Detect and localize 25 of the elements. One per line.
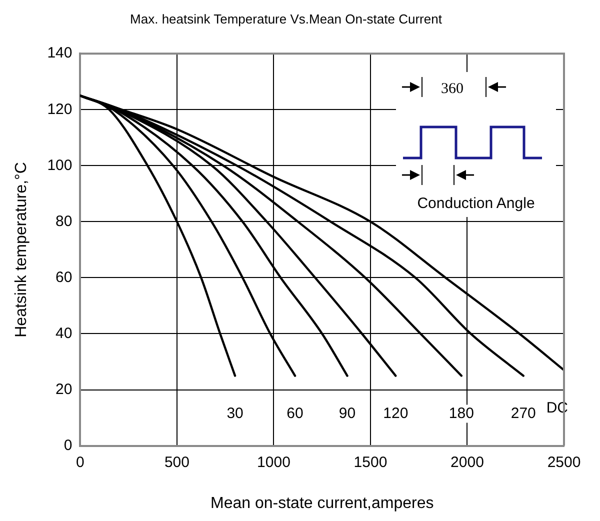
annotation: 360 [441,81,464,97]
text: 90 [338,404,356,422]
y-axis-title: Heatsink temperature,°C [13,162,30,338]
y-tick-label: 20 [56,380,72,398]
x-tick-label: 500 [164,454,190,471]
x-tick-label: 1000 [257,454,290,471]
y-tick-label: 120 [47,100,72,118]
chart-title: Max. heatsink Temperature Vs.Mean On-state Current [130,11,442,26]
x-tick-label: 2000 [450,454,484,471]
text: 60 [286,404,304,422]
x-axis-title: Mean on-state current,amperes [210,494,434,512]
text: 120 [383,404,408,422]
y-tick-label: 60 [56,268,72,286]
x-tick-label: 1500 [354,454,388,471]
text: 270 [510,404,536,422]
y-tick-label: 0 [64,436,72,454]
y-tick-label: 140 [47,44,72,62]
text: 180 [448,404,474,422]
annotation: Conduction Angle [417,195,535,212]
x-tick-label: 2500 [547,454,581,471]
y-tick-label: 100 [47,156,72,174]
y-tick-label: 80 [56,212,72,230]
y-tick-label: 40 [56,324,72,342]
x-tick-label: 0 [76,454,84,471]
text: 30 [226,404,244,422]
